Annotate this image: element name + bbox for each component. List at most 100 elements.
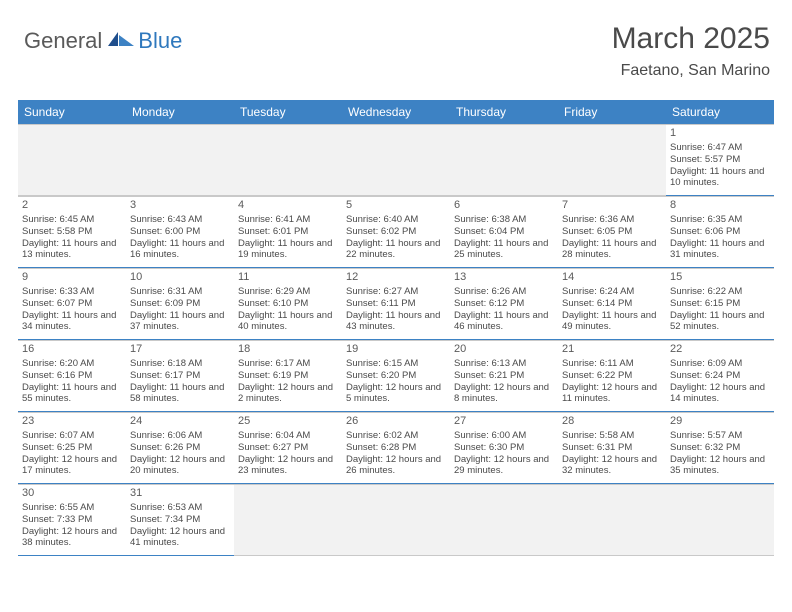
daylight-line: Daylight: 12 hours and 38 minutes. [22, 526, 122, 550]
sunset-line: Sunset: 6:02 PM [346, 226, 446, 238]
day-number: 9 [22, 271, 122, 285]
day-number: 16 [22, 343, 122, 357]
sunrise-line: Sunrise: 6:11 AM [562, 358, 662, 370]
calendar-cell: 20Sunrise: 6:13 AMSunset: 6:21 PMDayligh… [450, 340, 558, 412]
weekday-header: Friday [558, 100, 666, 124]
daylight-line: Daylight: 12 hours and 2 minutes. [238, 382, 338, 406]
daylight-line: Daylight: 12 hours and 20 minutes. [130, 454, 230, 478]
day-number: 12 [346, 271, 446, 285]
sunset-line: Sunset: 6:19 PM [238, 370, 338, 382]
calendar-cell: 28Sunrise: 5:58 AMSunset: 6:31 PMDayligh… [558, 412, 666, 484]
sunset-line: Sunset: 6:28 PM [346, 442, 446, 454]
calendar-cell: 13Sunrise: 6:26 AMSunset: 6:12 PMDayligh… [450, 268, 558, 340]
calendar-cell-blank [234, 124, 342, 196]
daylight-line: Daylight: 12 hours and 29 minutes. [454, 454, 554, 478]
calendar-cell-blank [342, 484, 450, 556]
calendar-cell: 26Sunrise: 6:02 AMSunset: 6:28 PMDayligh… [342, 412, 450, 484]
day-number: 17 [130, 343, 230, 357]
day-number: 11 [238, 271, 338, 285]
daylight-line: Daylight: 12 hours and 11 minutes. [562, 382, 662, 406]
sunrise-line: Sunrise: 6:17 AM [238, 358, 338, 370]
calendar-cell: 16Sunrise: 6:20 AMSunset: 6:16 PMDayligh… [18, 340, 126, 412]
daylight-line: Daylight: 11 hours and 37 minutes. [130, 310, 230, 334]
sunrise-line: Sunrise: 6:00 AM [454, 430, 554, 442]
day-number: 26 [346, 415, 446, 429]
day-number: 29 [670, 415, 770, 429]
sunset-line: Sunset: 6:17 PM [130, 370, 230, 382]
sunrise-line: Sunrise: 6:24 AM [562, 286, 662, 298]
sunrise-line: Sunrise: 6:06 AM [130, 430, 230, 442]
day-number: 15 [670, 271, 770, 285]
sunrise-line: Sunrise: 6:29 AM [238, 286, 338, 298]
daylight-line: Daylight: 12 hours and 17 minutes. [22, 454, 122, 478]
day-number: 24 [130, 415, 230, 429]
calendar-cell: 6Sunrise: 6:38 AMSunset: 6:04 PMDaylight… [450, 196, 558, 268]
daylight-line: Daylight: 11 hours and 10 minutes. [670, 166, 770, 190]
sunrise-line: Sunrise: 6:13 AM [454, 358, 554, 370]
logo-flag-icon [108, 30, 136, 53]
sunset-line: Sunset: 7:33 PM [22, 514, 122, 526]
day-number: 22 [670, 343, 770, 357]
calendar-cell: 4Sunrise: 6:41 AMSunset: 6:01 PMDaylight… [234, 196, 342, 268]
calendar-cell: 21Sunrise: 6:11 AMSunset: 6:22 PMDayligh… [558, 340, 666, 412]
daylight-line: Daylight: 11 hours and 25 minutes. [454, 238, 554, 262]
title-block: March 2025 Faetano, San Marino [612, 22, 770, 80]
sunset-line: Sunset: 6:06 PM [670, 226, 770, 238]
sunset-line: Sunset: 6:04 PM [454, 226, 554, 238]
daylight-line: Daylight: 12 hours and 35 minutes. [670, 454, 770, 478]
location-label: Faetano, San Marino [612, 62, 770, 80]
sunset-line: Sunset: 5:58 PM [22, 226, 122, 238]
daylight-line: Daylight: 11 hours and 58 minutes. [130, 382, 230, 406]
day-number: 14 [562, 271, 662, 285]
sunrise-line: Sunrise: 6:22 AM [670, 286, 770, 298]
sunrise-line: Sunrise: 6:09 AM [670, 358, 770, 370]
calendar-cell: 15Sunrise: 6:22 AMSunset: 6:15 PMDayligh… [666, 268, 774, 340]
calendar-cell-blank [450, 484, 558, 556]
calendar-cell: 8Sunrise: 6:35 AMSunset: 6:06 PMDaylight… [666, 196, 774, 268]
day-number: 3 [130, 199, 230, 213]
calendar-cell-blank [234, 484, 342, 556]
calendar-cell-blank [18, 124, 126, 196]
weekday-header: Wednesday [342, 100, 450, 124]
sunrise-line: Sunrise: 5:57 AM [670, 430, 770, 442]
sunset-line: Sunset: 6:10 PM [238, 298, 338, 310]
daylight-line: Daylight: 11 hours and 22 minutes. [346, 238, 446, 262]
sunset-line: Sunset: 6:22 PM [562, 370, 662, 382]
calendar-cell-blank [558, 484, 666, 556]
sunrise-line: Sunrise: 6:41 AM [238, 214, 338, 226]
sunset-line: Sunset: 6:07 PM [22, 298, 122, 310]
calendar-cell: 2Sunrise: 6:45 AMSunset: 5:58 PMDaylight… [18, 196, 126, 268]
day-number: 31 [130, 487, 230, 501]
sunrise-line: Sunrise: 6:43 AM [130, 214, 230, 226]
day-number: 5 [346, 199, 446, 213]
day-number: 20 [454, 343, 554, 357]
calendar-cell: 3Sunrise: 6:43 AMSunset: 6:00 PMDaylight… [126, 196, 234, 268]
weekday-header: Monday [126, 100, 234, 124]
sunrise-line: Sunrise: 6:33 AM [22, 286, 122, 298]
calendar-cell: 10Sunrise: 6:31 AMSunset: 6:09 PMDayligh… [126, 268, 234, 340]
day-number: 28 [562, 415, 662, 429]
day-number: 23 [22, 415, 122, 429]
day-number: 8 [670, 199, 770, 213]
sunrise-line: Sunrise: 6:38 AM [454, 214, 554, 226]
sunrise-line: Sunrise: 6:02 AM [346, 430, 446, 442]
sunrise-line: Sunrise: 6:40 AM [346, 214, 446, 226]
day-number: 1 [670, 127, 770, 141]
sunset-line: Sunset: 6:31 PM [562, 442, 662, 454]
sunset-line: Sunset: 5:57 PM [670, 154, 770, 166]
sunrise-line: Sunrise: 6:15 AM [346, 358, 446, 370]
daylight-line: Daylight: 12 hours and 41 minutes. [130, 526, 230, 550]
day-number: 7 [562, 199, 662, 213]
calendar-header-row: SundayMondayTuesdayWednesdayThursdayFrid… [18, 100, 774, 124]
sunset-line: Sunset: 6:20 PM [346, 370, 446, 382]
daylight-line: Daylight: 11 hours and 13 minutes. [22, 238, 122, 262]
calendar-cell: 30Sunrise: 6:55 AMSunset: 7:33 PMDayligh… [18, 484, 126, 556]
daylight-line: Daylight: 11 hours and 52 minutes. [670, 310, 770, 334]
daylight-line: Daylight: 11 hours and 31 minutes. [670, 238, 770, 262]
calendar-cell: 17Sunrise: 6:18 AMSunset: 6:17 PMDayligh… [126, 340, 234, 412]
calendar-cell-blank [666, 484, 774, 556]
sunrise-line: Sunrise: 6:53 AM [130, 502, 230, 514]
calendar-cell: 22Sunrise: 6:09 AMSunset: 6:24 PMDayligh… [666, 340, 774, 412]
weekday-header: Saturday [666, 100, 774, 124]
day-number: 13 [454, 271, 554, 285]
